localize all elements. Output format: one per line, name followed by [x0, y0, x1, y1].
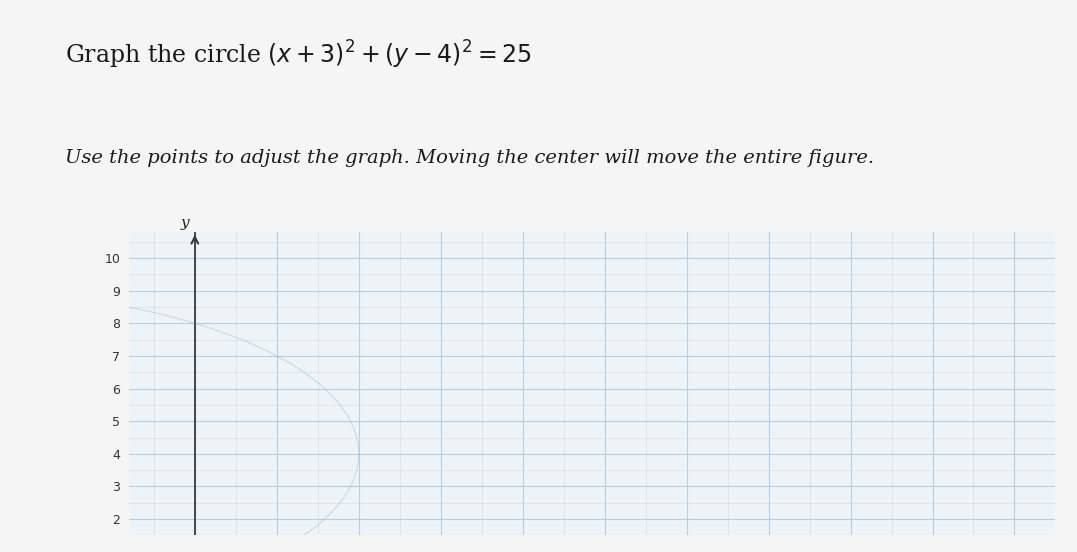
Text: Graph the circle $(x + 3)^2 + (y - 4)^2 = 25$: Graph the circle $(x + 3)^2 + (y - 4)^2 … — [65, 39, 531, 71]
Text: Use the points to adjust the graph. Moving the center will move the entire figur: Use the points to adjust the graph. Movi… — [65, 149, 873, 167]
Text: y: y — [181, 216, 190, 230]
